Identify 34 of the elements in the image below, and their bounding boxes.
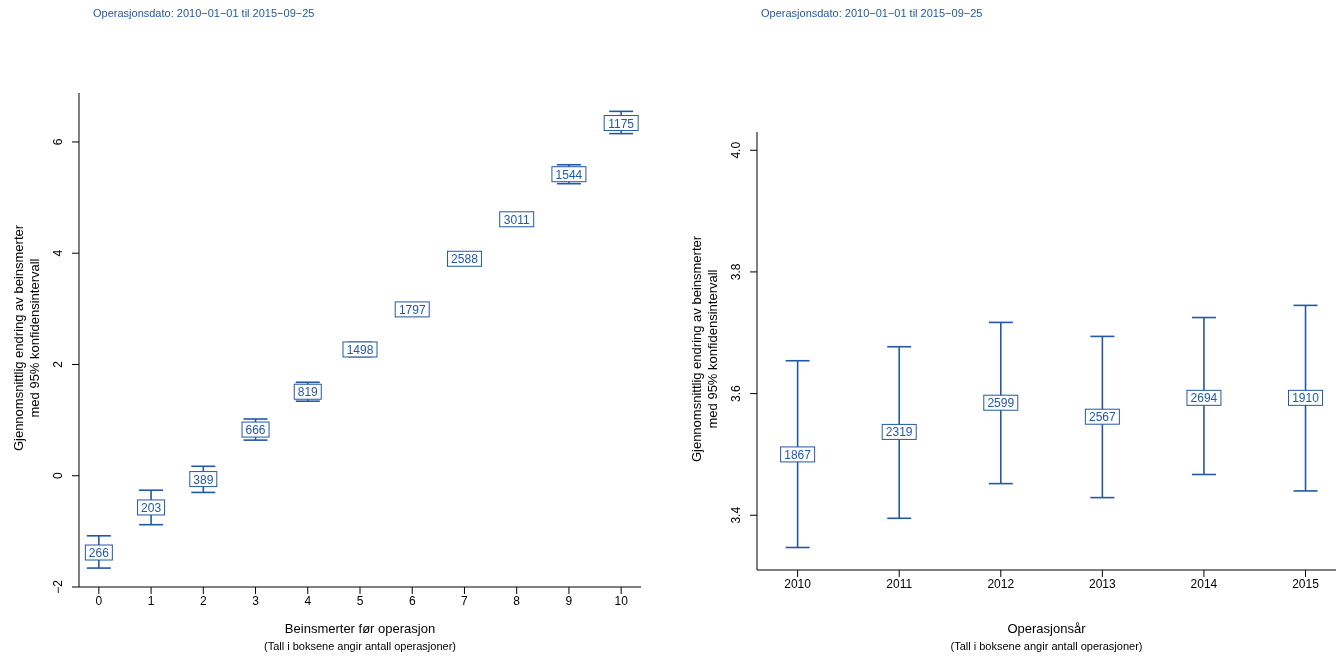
x-tick-label: 6	[408, 593, 416, 608]
x-tick-label: 4	[304, 593, 312, 608]
y-tick-label: 3.4	[729, 506, 743, 524]
x-tick-label: 8	[513, 593, 521, 608]
chart-subtitle: Operasjonsdato: 2010−01−01 til 2015−09−25	[761, 7, 983, 19]
y-axis-title: Gjennomsnittlig endring av beinsmerter med 95% konfidensintervall	[689, 234, 721, 465]
x-tick-label: 2014	[1190, 576, 1218, 591]
x-tick-label: 7	[461, 593, 469, 608]
x-axis-title: Beinsmerter før operasjon	[283, 621, 437, 636]
y-tick-label: 2	[51, 360, 65, 368]
x-tick-label: 0	[95, 593, 103, 608]
x-tick-label: 9	[565, 593, 573, 608]
y-axis-title: Gjennomsnittlig endring av beinsmerter med 95% konfidensintervall	[11, 223, 43, 454]
y-tick-label: 3.8	[729, 263, 743, 281]
x-tick-label: 3	[252, 593, 260, 608]
y-tick-label: 6	[51, 138, 65, 146]
x-tick-label: 10	[614, 593, 629, 608]
x-tick-label: 2	[199, 593, 207, 608]
y-tick-label: 3.6	[729, 384, 743, 402]
x-tick-label: 5	[356, 593, 364, 608]
y-tick-label: 4	[51, 249, 65, 257]
x-tick-label: 2015	[1292, 576, 1320, 591]
chart-subtitle: Operasjonsdato: 2010−01−01 til 2015−09−25	[93, 7, 315, 19]
x-axis-title: Operasjonsår	[1006, 621, 1087, 636]
y-tick-label: 4.0	[729, 141, 743, 159]
text: (Tall i boksene angir antall operasjoner)	[949, 640, 1144, 652]
x-tick-label: 2012	[987, 576, 1015, 591]
y-tick-label: 0	[51, 472, 65, 480]
text: (Tall i boksene angir antall operasjoner)	[263, 640, 457, 652]
y-tick-label: −2	[51, 579, 65, 594]
x-tick-label: 1	[147, 593, 155, 608]
x-tick-label: 2011	[886, 576, 913, 591]
x-tick-label: 2013	[1089, 576, 1117, 591]
x-tick-label: 2010	[784, 576, 812, 591]
